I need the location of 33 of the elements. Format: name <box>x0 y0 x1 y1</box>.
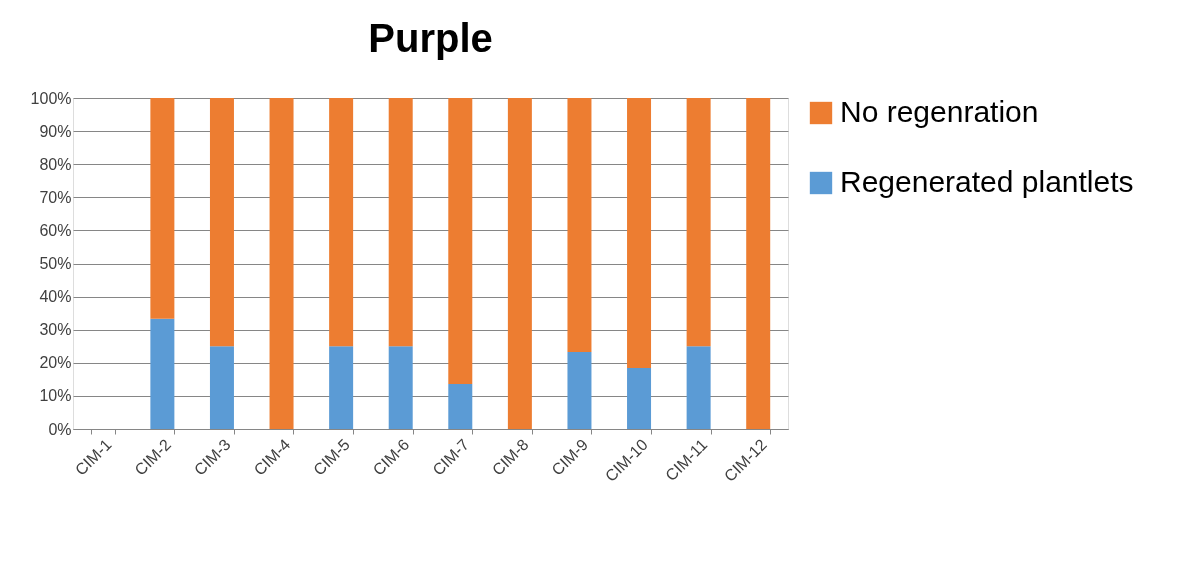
bar <box>329 346 354 429</box>
bar <box>269 98 294 429</box>
y-tick-label: 90% <box>39 122 72 140</box>
bar <box>686 346 711 429</box>
bar <box>209 346 234 429</box>
bar <box>627 98 652 369</box>
y-tick-label: 80% <box>39 155 72 173</box>
bar <box>329 98 354 347</box>
y-tick-label: 60% <box>39 221 72 239</box>
bar <box>448 98 473 384</box>
bar <box>150 318 175 429</box>
bar <box>567 98 592 352</box>
y-tick-label: 40% <box>39 288 72 306</box>
bar <box>507 98 532 429</box>
bar <box>388 346 413 429</box>
y-tick-label: 30% <box>39 321 72 339</box>
y-tick-label: 0% <box>48 420 72 438</box>
bar <box>567 351 592 429</box>
y-tick-label: 70% <box>39 188 72 206</box>
bar <box>627 368 652 429</box>
bar <box>150 98 175 319</box>
y-tick-label: 100% <box>30 89 72 107</box>
bar <box>686 98 711 347</box>
bar <box>388 98 413 347</box>
y-tick-label: 20% <box>39 354 72 372</box>
bar <box>448 383 473 429</box>
y-tick-label: 50% <box>39 255 72 272</box>
y-tick-label: 10% <box>39 387 72 405</box>
bar <box>209 98 234 347</box>
chart-title: Purple <box>368 16 493 60</box>
legend-label: No regenration <box>840 95 1039 128</box>
bar <box>746 98 771 429</box>
legend-label: Regenerated plantlets <box>840 165 1134 198</box>
